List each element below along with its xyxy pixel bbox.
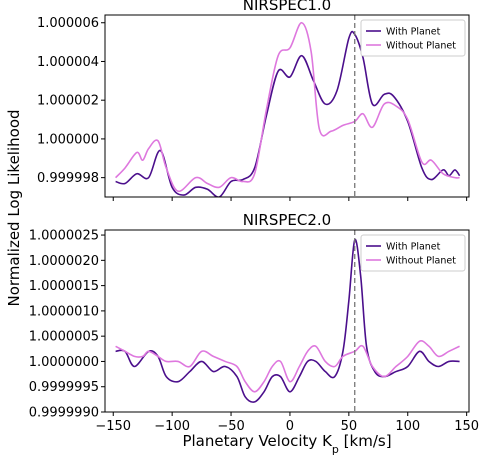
y-tick-label: 0.9999990 [29,406,99,421]
x-tick-label: −50 [217,419,244,434]
chart-title: NIRSPEC2.0 [243,211,331,229]
y-tick-label: 0.9999995 [29,380,99,395]
y-tick-label: 1.000002 [37,94,99,109]
legend-label: Without Planet [386,41,456,52]
y-tick-label: 1.0000010 [29,304,99,319]
y-tick-label: 1.000006 [37,16,99,31]
legend-label: With Planet [386,27,441,38]
series-line-with-planet [115,30,461,197]
series-line-with-planet [115,238,460,403]
y-tick-label: 1.0000025 [29,229,99,244]
x-tick-label: 0 [286,419,294,434]
y-tick-label: 1.0000020 [29,254,99,269]
y-axis-label: Normalized Log Likelihood [5,109,23,306]
x-tick-label: −100 [154,419,190,434]
y-tick-label: 0.999998 [37,171,99,186]
x-tick-label: −150 [95,419,131,434]
chart-title: NIRSPEC1.0 [243,0,331,14]
series-line-without-planet [115,21,460,192]
x-axis-label: Planetary Velocity Kp [km/s] [182,432,391,456]
y-tick-label: 1.0000005 [29,330,99,345]
legend-label: Without Planet [386,256,456,267]
y-tick-label: 1.0000000 [29,355,99,370]
panel-nirspec2: −150 −100 −50 0 50 100 150 0.9999990 0.9999995 1.… [29,211,479,434]
plot-frame [104,14,470,198]
legend-label: With Planet [386,242,441,253]
y-tick-label: 1.000000 [37,132,99,147]
x-tick-label: 50 [341,419,358,434]
x-tick-label: 150 [454,419,479,434]
plot-frame [104,229,470,413]
y-tick-label: 1.0000015 [29,279,99,294]
series-line-without-planet [115,340,460,393]
y-tick-label: 1.000004 [37,55,99,70]
legend-box [360,19,466,57]
x-tick-label: 100 [395,419,420,434]
panel-nirspec1: 0.999998 1.000000 1.000002 1.000004 1.000006… [37,0,470,201]
legend-box [360,234,466,272]
